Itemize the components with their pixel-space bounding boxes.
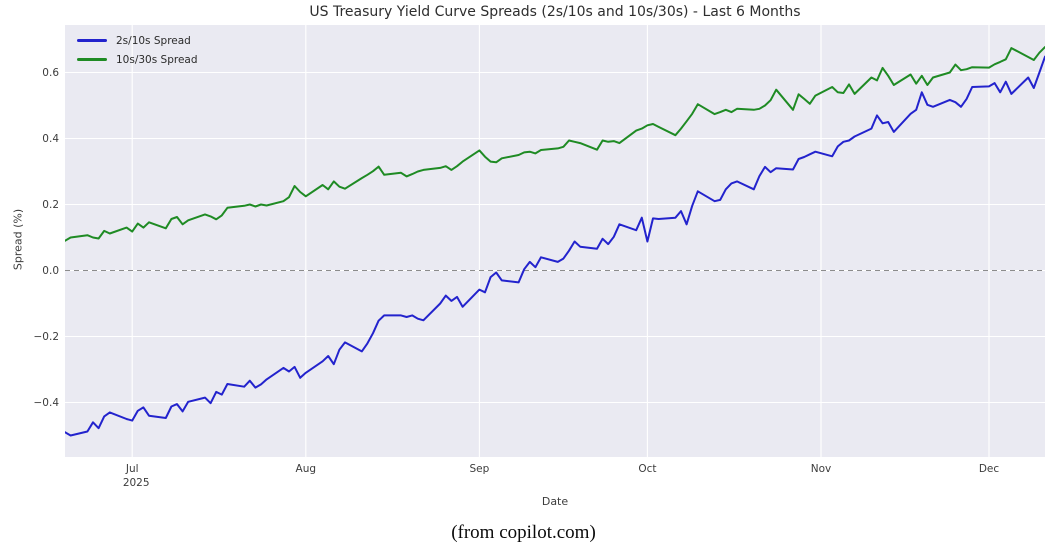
legend: 2s/10s Spread 10s/30s Spread: [77, 33, 198, 67]
chart-title: US Treasury Yield Curve Spreads (2s/10s …: [309, 4, 801, 20]
legend-line-swatch-blue: [77, 39, 107, 42]
legend-entry-2s10s: 2s/10s Spread: [77, 33, 198, 48]
legend-label: 2s/10s Spread: [116, 34, 191, 47]
x-tick-label: Dec: [978, 463, 1000, 475]
y-tick-label: 0.4: [42, 132, 59, 145]
x-tick-label: Aug: [295, 463, 317, 475]
y-tick-label: 0.2: [42, 198, 59, 211]
caption: (from copilot.com): [451, 522, 596, 543]
x-axis-label: Date: [541, 495, 569, 508]
y-tick-label: −0.4: [33, 396, 60, 409]
x-tick-label: Oct: [638, 463, 657, 475]
x-tick-year-label: 2025: [122, 477, 150, 489]
legend-label: 10s/30s Spread: [116, 53, 198, 66]
x-tick-label: Sep: [469, 463, 490, 475]
legend-entry-10s30s: 10s/30s Spread: [77, 52, 198, 67]
y-tick-label: 0.6: [42, 66, 59, 79]
x-tick-label: Nov: [810, 463, 832, 475]
y-tick-label: 0.0: [42, 264, 59, 277]
series-line-2s10s: [65, 55, 1045, 437]
x-tick-label: Jul: [125, 463, 139, 475]
series-line-10s30s: [65, 46, 1045, 242]
plot-area: 2s/10s Spread 10s/30s Spread: [65, 25, 1045, 457]
y-axis-label: Spread (%): [11, 208, 25, 271]
legend-line-swatch-green: [77, 58, 107, 61]
y-tick-label: −0.2: [33, 330, 60, 343]
plot-canvas: [65, 25, 1045, 457]
